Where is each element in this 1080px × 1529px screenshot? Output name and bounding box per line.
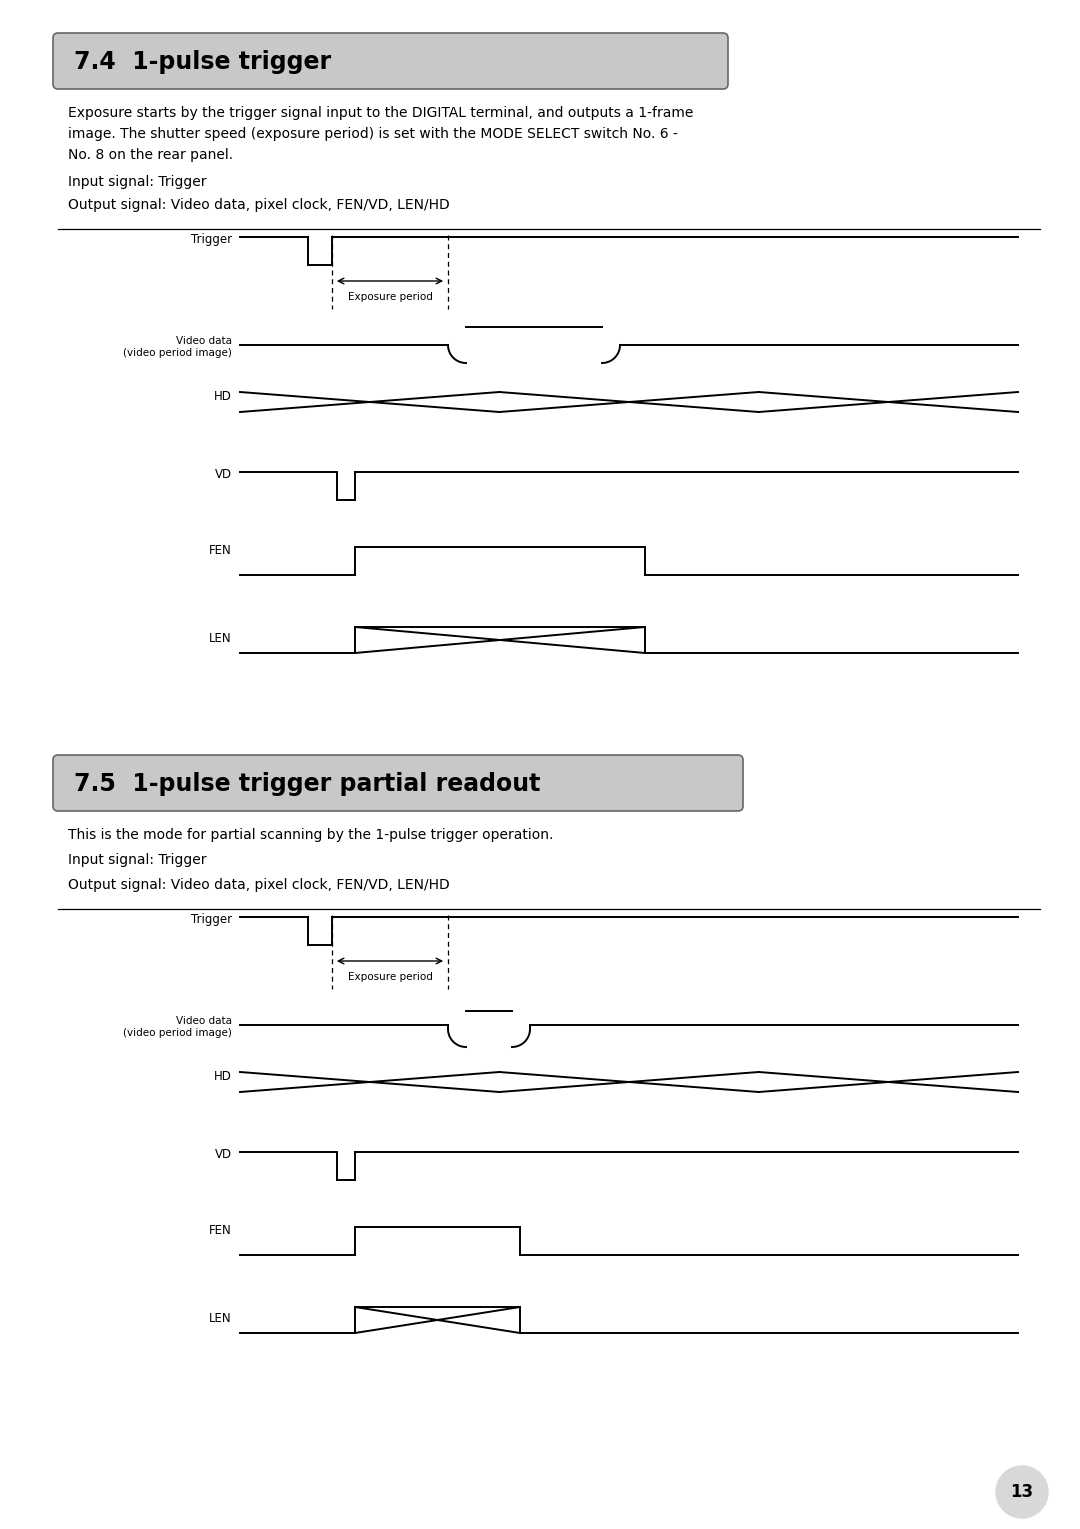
Text: Video data
(video period image): Video data (video period image) (123, 1015, 232, 1038)
Text: FEN: FEN (210, 1223, 232, 1237)
Text: 7.4  1-pulse trigger: 7.4 1-pulse trigger (75, 50, 332, 73)
Text: Exposure period: Exposure period (348, 292, 432, 303)
Text: No. 8 on the rear panel.: No. 8 on the rear panel. (68, 148, 233, 162)
Text: LEN: LEN (210, 633, 232, 645)
FancyBboxPatch shape (53, 755, 743, 810)
Text: HD: HD (214, 1070, 232, 1084)
Text: VD: VD (215, 1147, 232, 1161)
Text: Exposure starts by the trigger signal input to the DIGITAL terminal, and outputs: Exposure starts by the trigger signal in… (68, 106, 693, 119)
Text: FEN: FEN (210, 543, 232, 557)
Text: Input signal: Trigger: Input signal: Trigger (68, 853, 206, 867)
FancyBboxPatch shape (53, 34, 728, 89)
Text: Exposure period: Exposure period (348, 972, 432, 982)
Text: Trigger: Trigger (191, 913, 232, 927)
Text: This is the mode for partial scanning by the 1-pulse trigger operation.: This is the mode for partial scanning by… (68, 829, 553, 842)
Text: Trigger: Trigger (191, 234, 232, 246)
Text: Output signal: Video data, pixel clock, FEN/VD, LEN/HD: Output signal: Video data, pixel clock, … (68, 878, 449, 891)
Text: LEN: LEN (210, 1312, 232, 1326)
Circle shape (996, 1466, 1048, 1518)
Text: Output signal: Video data, pixel clock, FEN/VD, LEN/HD: Output signal: Video data, pixel clock, … (68, 197, 449, 213)
Text: Video data
(video period image): Video data (video period image) (123, 336, 232, 358)
Text: image. The shutter speed (exposure period) is set with the MODE SELECT switch No: image. The shutter speed (exposure perio… (68, 127, 678, 141)
Text: 13: 13 (1011, 1483, 1034, 1501)
Text: VD: VD (215, 468, 232, 480)
Text: Input signal: Trigger: Input signal: Trigger (68, 174, 206, 190)
Text: HD: HD (214, 390, 232, 404)
Text: 7.5  1-pulse trigger partial readout: 7.5 1-pulse trigger partial readout (75, 772, 540, 797)
